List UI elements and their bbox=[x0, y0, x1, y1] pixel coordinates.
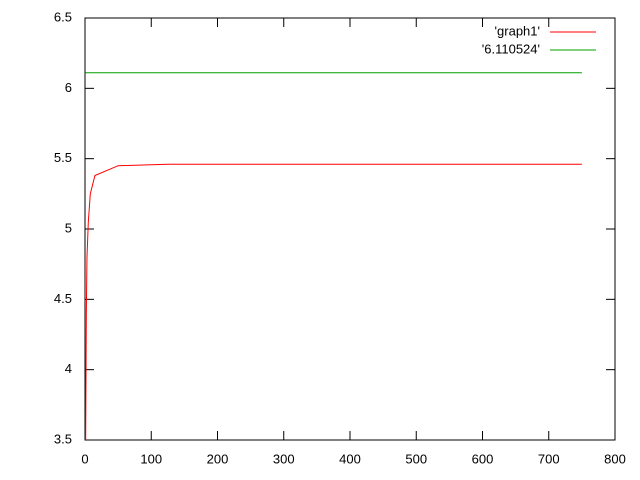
x-tick-label: 800 bbox=[604, 451, 626, 466]
x-tick-label: 300 bbox=[273, 451, 295, 466]
series-line bbox=[85, 163, 582, 441]
x-tick-label: 200 bbox=[207, 451, 229, 466]
legend-label: '6.110524' bbox=[482, 41, 540, 56]
y-tick-label: 4.5 bbox=[54, 291, 72, 306]
x-tick-label: 700 bbox=[538, 451, 560, 466]
y-tick-label: 6 bbox=[65, 80, 72, 95]
y-tick-label: 3.5 bbox=[54, 431, 72, 446]
x-tick-label: 400 bbox=[339, 451, 361, 466]
plot-frame bbox=[84, 17, 616, 441]
y-tick-label: 5 bbox=[65, 220, 72, 235]
x-tick-label: 0 bbox=[81, 451, 88, 466]
y-tick-label: 6.5 bbox=[54, 9, 72, 24]
y-tick-label: 5.5 bbox=[54, 150, 72, 165]
legend-label: 'graph1' bbox=[495, 23, 540, 38]
x-tick-label: 600 bbox=[472, 451, 494, 466]
x-tick-label: 100 bbox=[140, 451, 162, 466]
x-tick-label: 500 bbox=[405, 451, 427, 466]
y-tick-label: 4 bbox=[65, 361, 72, 376]
